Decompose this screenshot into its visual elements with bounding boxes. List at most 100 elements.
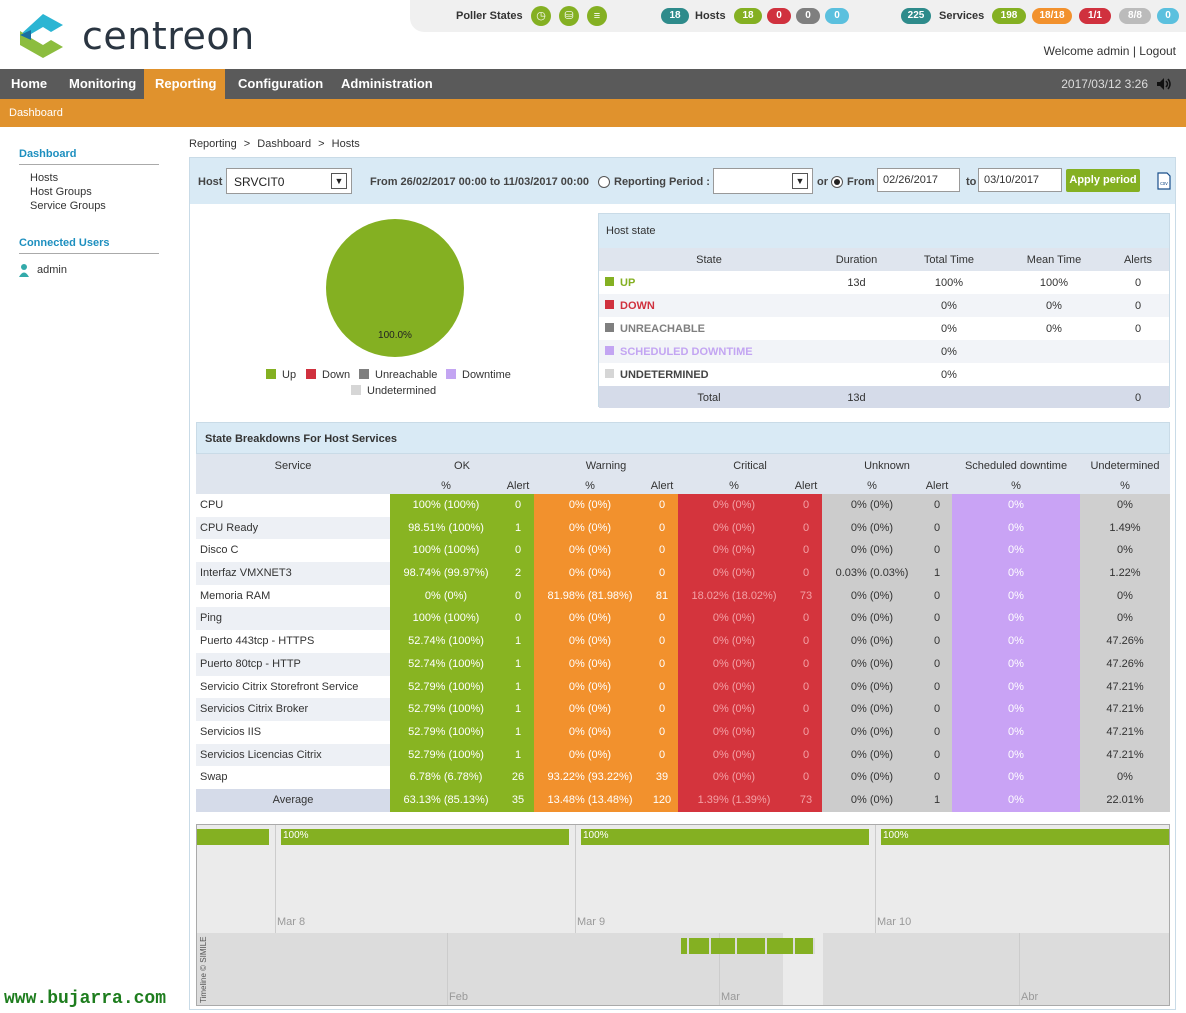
cell-unk: 0% (0%) xyxy=(822,720,922,744)
service-name[interactable]: Memoria RAM xyxy=(200,589,271,602)
hosts-unreachable-badge[interactable]: 0 xyxy=(796,8,820,24)
menu-item-service-groups[interactable]: Service Groups xyxy=(30,200,106,212)
timeline-mini-bar xyxy=(795,938,815,954)
nav-administration[interactable]: Administration xyxy=(341,76,433,91)
cell-warna: 39 xyxy=(646,766,678,789)
pie-label: 100.0% xyxy=(378,330,412,341)
host-state-rows: UP 13d 100% 100% 0 DOWN 0% 0% 0 UNREACHABLE 0% 0% 0 S… xyxy=(599,271,1169,386)
to-label: to xyxy=(966,176,977,188)
host-state-row: UNDETERMINED 0% xyxy=(599,363,1169,386)
cell-undet: 1.22% xyxy=(1080,562,1170,585)
hosts-up-badge[interactable]: 18 xyxy=(734,8,762,24)
hs-total-duration: 13d xyxy=(847,392,866,404)
legend-swatch-unreachable xyxy=(359,369,369,379)
menu-dashboard-title[interactable]: Dashboard xyxy=(19,148,159,165)
apply-period-button[interactable]: Apply period xyxy=(1066,169,1140,192)
nav-home[interactable]: Home xyxy=(11,76,48,91)
to-date-input[interactable]: 03/10/2017 xyxy=(978,168,1062,192)
timeline-month-label: Abr xyxy=(1021,991,1039,1003)
menu-item-hosts[interactable]: Hosts xyxy=(30,172,59,184)
cell-unka: 0 xyxy=(922,494,952,517)
service-row: Servicios Citrix Broker 52.79% (100%) 1 0% … xyxy=(196,698,1170,721)
timeline-bar[interactable]: 100% xyxy=(881,829,1169,845)
cell-ok: 100% (100%) xyxy=(390,494,502,517)
service-name[interactable]: Ping xyxy=(196,607,390,631)
welcome-text: Welcome admin xyxy=(1043,44,1130,58)
breadcrumb-hosts[interactable]: Hosts xyxy=(331,138,360,150)
services-pending-badge[interactable]: 0 xyxy=(1157,8,1179,24)
reporting-period-select[interactable]: ▼ xyxy=(713,168,813,194)
services-total-badge[interactable]: 225 xyxy=(901,8,931,24)
services-ok-badge[interactable]: 198 xyxy=(992,8,1026,24)
bd-sub: % xyxy=(585,480,595,492)
timeline-mini-bar xyxy=(689,938,711,954)
cell-crita: 0 xyxy=(790,516,822,540)
breadcrumb-dashboard[interactable]: Dashboard xyxy=(257,138,312,150)
cell-sched: 0% xyxy=(952,766,1080,789)
timeline-credit[interactable]: Timeline © SIMILE xyxy=(199,936,208,1003)
csv-export-icon[interactable]: csv xyxy=(1156,172,1172,190)
custom-period-radio[interactable] xyxy=(831,176,843,188)
sound-icon[interactable] xyxy=(1156,77,1172,91)
service-name[interactable]: CPU xyxy=(200,499,224,511)
average-row: Average 63.13% (85.13%) 35 13.48% (13.48%) 1… xyxy=(196,788,1170,812)
services-unknown-badge[interactable]: 8/8 xyxy=(1119,8,1151,24)
bd-head-undet: Undetermined xyxy=(1090,460,1160,472)
timeline-divider xyxy=(575,825,576,933)
breadcrumb-sep: > xyxy=(243,138,251,150)
cell-unka: 0 xyxy=(922,652,952,676)
hs-header-alerts: Alerts xyxy=(1123,254,1153,266)
cell-oka: 1 xyxy=(502,675,534,699)
cell-warna: 0 xyxy=(646,720,678,744)
legend-swatch-downtime xyxy=(446,369,456,379)
service-name[interactable]: Average xyxy=(196,788,390,812)
hs-total-label: Total xyxy=(697,392,721,404)
reporting-period-radio[interactable] xyxy=(598,176,610,188)
service-name[interactable]: Disco C xyxy=(200,544,239,557)
poller-clock-icon[interactable]: ◷ xyxy=(531,6,551,26)
menu-item-host-groups[interactable]: Host Groups xyxy=(30,186,92,198)
host-select[interactable]: SRVCIT0 ▼ xyxy=(226,168,352,194)
nav-configuration[interactable]: Configuration xyxy=(238,76,324,91)
timeline-bar[interactable]: 100% xyxy=(281,829,569,845)
service-name[interactable]: CPU Ready xyxy=(196,516,390,540)
service-row: CPU Ready 98.51% (100%) 1 0% (0%) 0 0% (0%) 0 0… xyxy=(196,516,1170,540)
poller-stack-icon[interactable]: ≡ xyxy=(587,6,607,26)
connected-user-item[interactable]: admin xyxy=(19,263,159,277)
service-row: Interfaz VMXNET3 98.74% (99.97%) 2 0% (0%) 0… xyxy=(196,562,1170,585)
hosts-label: Hosts xyxy=(695,10,726,22)
cell-warna: 0 xyxy=(646,494,678,517)
services-critical-badge[interactable]: 1/1 xyxy=(1079,8,1111,24)
nav-monitoring[interactable]: Monitoring xyxy=(69,76,137,91)
hosts-pending-badge[interactable]: 0 xyxy=(825,8,849,24)
poller-database-icon[interactable]: ⛁ xyxy=(559,6,579,26)
breadcrumb-reporting[interactable]: Reporting xyxy=(189,138,237,150)
cell-crita: 0 xyxy=(790,562,822,585)
service-breakdown-table: State Breakdowns For Host Services Servi… xyxy=(196,422,1170,812)
user-welcome: Welcome admin | Logout xyxy=(1044,44,1176,58)
subnav-dashboard[interactable]: Dashboard xyxy=(9,107,63,119)
service-name[interactable]: Servicios IIS xyxy=(200,725,262,738)
service-name[interactable]: Puerto 443tcp - HTTPS xyxy=(200,635,315,648)
service-name[interactable]: Swap xyxy=(200,771,228,784)
hosts-total-badge[interactable]: 18 xyxy=(661,8,689,24)
services-warning-badge[interactable]: 18/18 xyxy=(1032,8,1072,24)
cell-crit: 0% (0%) xyxy=(678,607,790,631)
centreon-logo[interactable]: centreon xyxy=(18,12,278,58)
cell-ok: 6.78% (6.78%) xyxy=(390,766,502,789)
from-date-input[interactable]: 02/26/2017 xyxy=(877,168,960,192)
logout-link[interactable]: Logout xyxy=(1139,44,1176,58)
timeline-bar[interactable]: 100% xyxy=(581,829,869,845)
timeline-day-label: Mar 8 xyxy=(277,916,306,928)
range-text: From 26/02/2017 00:00 to 11/03/2017 00:0… xyxy=(370,176,589,188)
service-name[interactable]: Puerto 80tcp - HTTP xyxy=(196,652,390,676)
nav-reporting[interactable]: Reporting xyxy=(144,69,225,99)
service-name[interactable]: Interfaz VMXNET3 xyxy=(196,562,390,585)
timeline-bar[interactable] xyxy=(197,829,269,845)
service-name[interactable]: Servicios Licencias Citrix xyxy=(196,743,390,767)
hosts-down-badge[interactable]: 0 xyxy=(767,8,791,24)
service-name[interactable]: Servicios Citrix Broker xyxy=(196,698,390,721)
cell-warna: 0 xyxy=(646,698,678,721)
service-name[interactable]: Servicio Citrix Storefront Service xyxy=(200,680,359,693)
pie-slice-up[interactable] xyxy=(326,219,464,357)
